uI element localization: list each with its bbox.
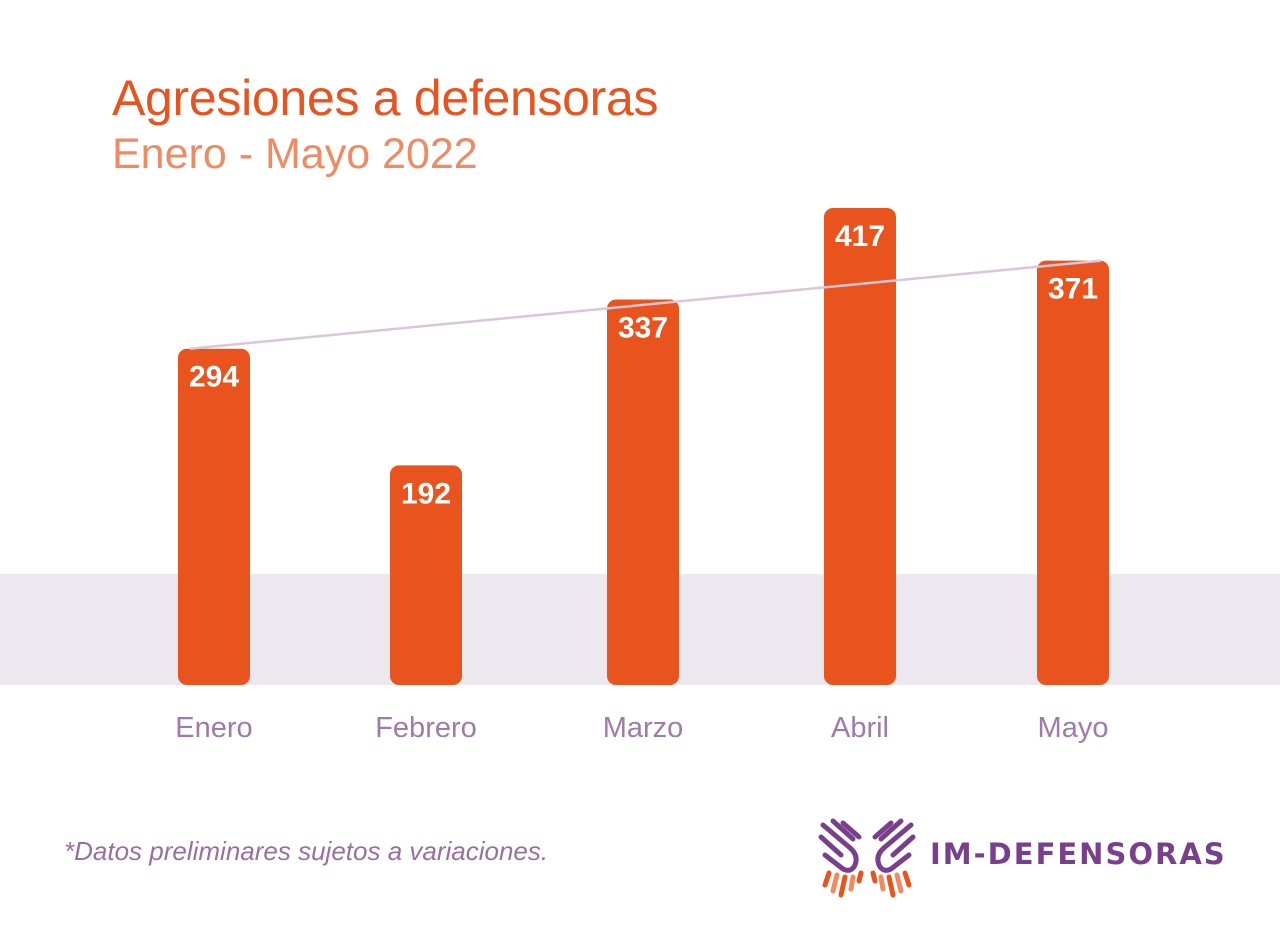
bar-enero [178, 348, 250, 685]
bars-group [178, 208, 1109, 685]
bar-value-label: 371 [1048, 273, 1098, 306]
category-label: Enero [175, 712, 252, 744]
category-label: Abril [831, 712, 889, 744]
category-label: Mayo [1038, 712, 1109, 744]
chart-subtitle: Enero - Mayo 2022 [112, 130, 478, 178]
logo-text: IM-DEFENSORAS [930, 837, 1227, 871]
category-label: Marzo [603, 712, 684, 744]
trend-line [189, 259, 1102, 350]
chart-title: Agresiones a defensoras [112, 70, 659, 126]
hands-icon [818, 818, 916, 898]
category-label: Febrero [375, 712, 477, 744]
bar-chart: 294 Enero 192 Febrero 337 Marzo 417 Abril 371 May… [0, 208, 1280, 744]
bar-value-label: 337 [618, 312, 668, 345]
labels-group: 294 Enero 192 Febrero 337 Marzo 417 Abril 371 May… [175, 220, 1108, 744]
bar-value-label: 294 [189, 361, 239, 394]
bar-value-label: 192 [401, 477, 451, 510]
logo: IM-DEFENSORAS [815, 815, 1235, 900]
bar-abril [824, 208, 896, 685]
bar-marzo [607, 299, 679, 685]
bar-febrero [390, 465, 462, 685]
bar-value-label: 417 [835, 220, 885, 253]
bar-mayo [1037, 260, 1109, 685]
footnote: *Datos preliminares sujetos a variacione… [64, 836, 549, 866]
